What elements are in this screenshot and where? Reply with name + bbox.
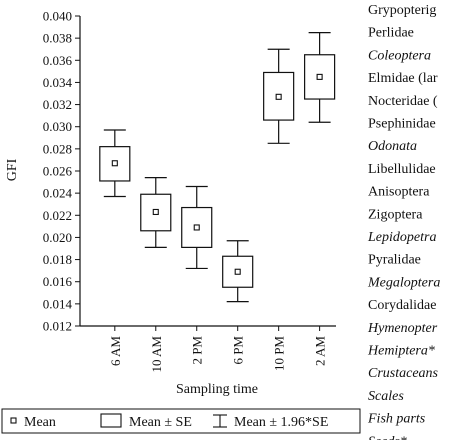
y-tick-label: 0.036 bbox=[43, 53, 73, 68]
y-tick-label: 0.018 bbox=[43, 252, 72, 267]
box-group bbox=[99, 129, 131, 198]
mean-marker bbox=[152, 208, 159, 216]
y-tick-label: 0.040 bbox=[43, 9, 72, 24]
box-group bbox=[222, 240, 254, 303]
y-tick-label: 0.014 bbox=[43, 296, 73, 311]
y-tick-label: 0.028 bbox=[43, 141, 72, 156]
box-series bbox=[99, 32, 336, 303]
side-list-item: Corydalidae bbox=[368, 298, 436, 313]
y-tick-label: 0.032 bbox=[43, 97, 72, 112]
mean-marker bbox=[193, 224, 200, 231]
side-list-item: Lepidopetra bbox=[367, 230, 436, 245]
side-list-item: Grypopterig bbox=[368, 3, 436, 18]
side-list-item: Anisoptera bbox=[368, 185, 430, 200]
side-list-item: Elmidae (lar bbox=[368, 71, 438, 86]
side-list-item: Coleoptera bbox=[368, 48, 431, 63]
x-tick-label: 10 PM bbox=[272, 336, 287, 371]
legend-label-se: Mean ± SE bbox=[129, 415, 192, 430]
x-tick-label: 10 AM bbox=[149, 336, 164, 373]
y-ticks: 0.040 0.038 0.036 0.034 0.032 0.030 0.028 0.026… bbox=[43, 9, 80, 334]
y-axis-label: GFI bbox=[5, 158, 20, 181]
legend-mean-icon bbox=[10, 417, 17, 424]
y-tick-label: 0.016 bbox=[43, 274, 73, 289]
mean-marker bbox=[316, 73, 323, 80]
y-tick-label: 0.026 bbox=[43, 164, 73, 179]
y-tick-label: 0.024 bbox=[43, 186, 73, 201]
x-axis-label: Sampling time bbox=[176, 382, 258, 397]
side-list-item: Nocteridae ( bbox=[368, 94, 438, 109]
mean-marker bbox=[234, 268, 241, 275]
mean-marker bbox=[275, 93, 282, 100]
side-list-item: Crustaceans bbox=[368, 366, 439, 381]
side-list-item: Psephinidae bbox=[368, 117, 436, 132]
side-list-item: Fish parts bbox=[367, 412, 426, 427]
box-group bbox=[140, 177, 172, 248]
legend-se-icon bbox=[100, 413, 122, 428]
x-tick-label: 6 PM bbox=[231, 336, 246, 365]
y-tick-label: 0.020 bbox=[43, 230, 72, 245]
y-tick-label: 0.012 bbox=[43, 319, 72, 334]
side-list-item: Hymenopter bbox=[367, 321, 438, 336]
side-list-item: Scales bbox=[368, 389, 404, 404]
side-list: Grypopterig Perlidae Coleoptera Elmidae (la… bbox=[367, 3, 440, 440]
side-list-item: Megaloptera bbox=[367, 275, 440, 290]
side-list-item: Pyralidae bbox=[368, 253, 421, 268]
legend-label-ci: Mean ± 1.96*SE bbox=[234, 415, 328, 430]
box-group bbox=[304, 32, 336, 123]
side-list-item: Zigoptera bbox=[368, 207, 423, 222]
legend: Mean Mean ± SE Mean ± 1.96*SE bbox=[1, 408, 361, 434]
box-group bbox=[263, 48, 295, 144]
side-list-item: Hemiptera* bbox=[367, 344, 435, 359]
y-tick-label: 0.034 bbox=[43, 75, 73, 90]
legend-frame bbox=[1, 408, 361, 434]
y-tick-label: 0.030 bbox=[43, 119, 72, 134]
mean-marker bbox=[111, 160, 118, 167]
side-list-item: Libellulidae bbox=[368, 162, 436, 177]
x-tick-label: 2 PM bbox=[190, 336, 205, 365]
x-ticks: 6 AM 10 AM 2 PM 6 PM 10 PM 2 AM bbox=[108, 326, 328, 372]
side-list-item: Seeds* bbox=[368, 434, 407, 440]
side-list-item: Odonata bbox=[368, 139, 417, 154]
box-group bbox=[181, 185, 213, 270]
x-tick-label: 6 AM bbox=[108, 336, 123, 366]
x-tick-label: 2 AM bbox=[313, 336, 328, 366]
legend-label-mean: Mean bbox=[24, 415, 56, 430]
side-list-item: Perlidae bbox=[368, 26, 414, 41]
y-tick-label: 0.038 bbox=[43, 31, 72, 46]
y-tick-label: 0.022 bbox=[43, 208, 72, 223]
